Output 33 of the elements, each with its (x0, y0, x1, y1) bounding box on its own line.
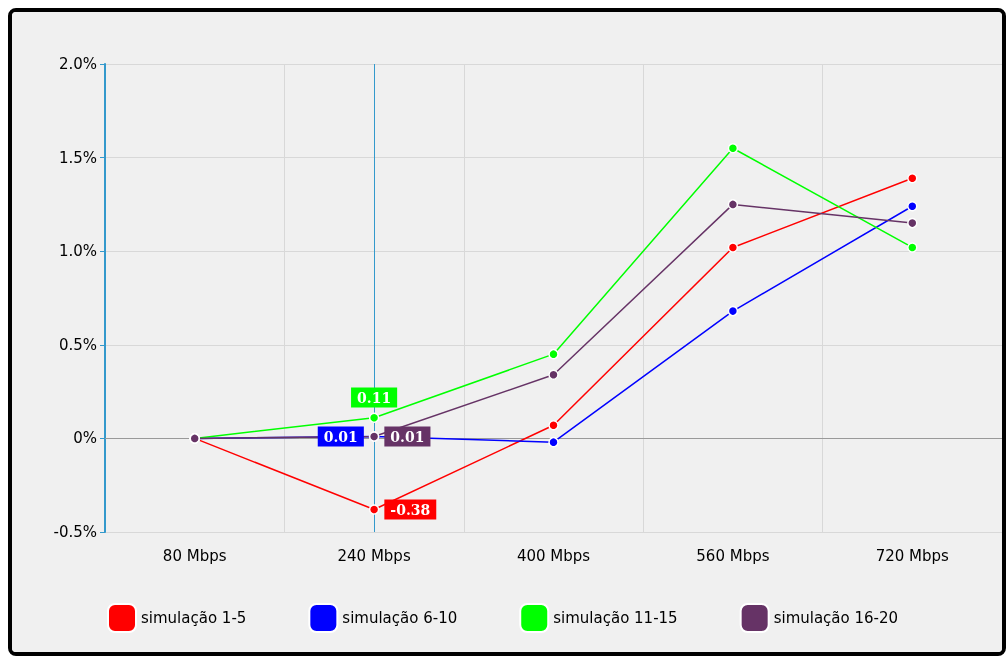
point (548, 436, 559, 448)
y-tick-label: 2.0% (58, 55, 97, 73)
point (727, 199, 739, 210)
x-tick-label: 400 Mbps (516, 546, 591, 565)
point (368, 504, 380, 515)
y-tick-label: -0.5% (53, 523, 97, 541)
legend-label: simulação 16-20 (773, 609, 899, 627)
data-label: 0.11 (357, 389, 392, 406)
point (727, 305, 739, 317)
point (727, 242, 739, 253)
point (548, 369, 559, 380)
x-tick-label: 80 Mbps (162, 546, 227, 565)
point (727, 142, 739, 154)
point (548, 420, 559, 431)
point (907, 242, 918, 253)
x-tick-label: 240 Mbps (337, 546, 411, 565)
y-tick-label: 0% (73, 429, 97, 448)
data-label: -0.38 (390, 501, 431, 518)
legend-label: simulação 6-10 (342, 609, 458, 627)
legend-label: simulação 1-5 (141, 609, 247, 627)
point (548, 348, 559, 360)
point (907, 201, 918, 212)
y-tick-label: 0.5% (58, 335, 97, 354)
point (368, 412, 380, 424)
point (907, 172, 918, 184)
legend-label: simulação 11-15 (553, 609, 678, 627)
x-tick-label: 560 Mbps (696, 546, 770, 565)
point (907, 217, 918, 229)
data-label: 0.01 (323, 428, 358, 445)
data-label: 0.01 (390, 428, 425, 445)
y-tick-label: 1.0% (58, 242, 97, 261)
y-tick-label: 1.5% (58, 148, 97, 167)
x-tick-label: 720 Mbps (875, 546, 950, 565)
